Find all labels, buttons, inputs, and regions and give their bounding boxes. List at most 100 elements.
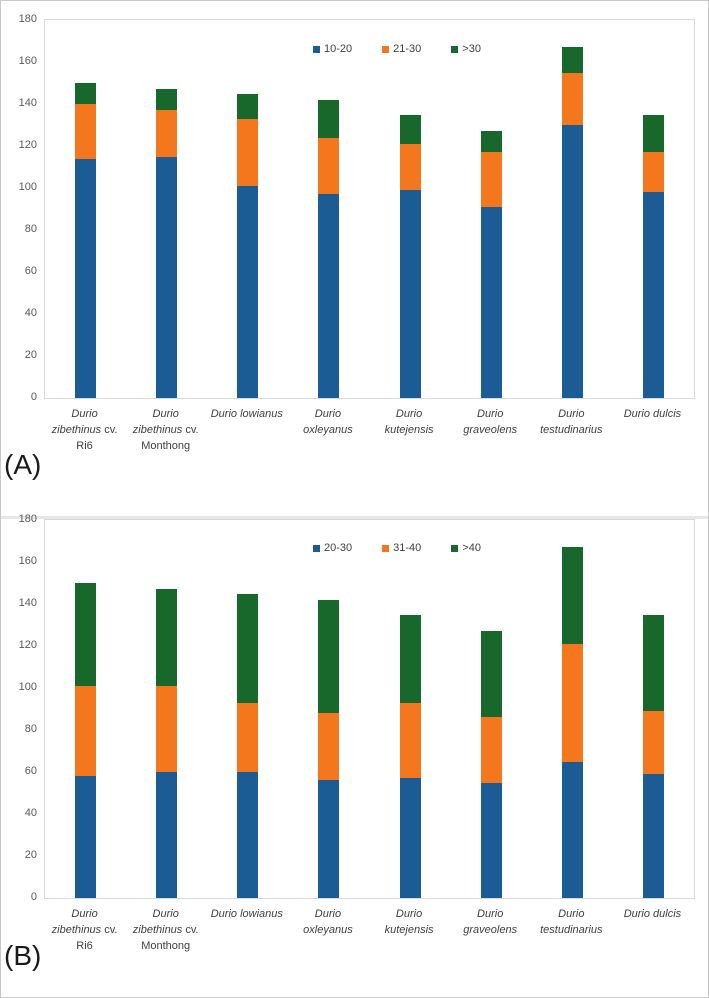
legend-item: >40 (451, 542, 481, 554)
bar-segment (237, 118, 259, 186)
bar-segment (318, 780, 340, 898)
x-axis-category-label: Durio kutejensis (384, 408, 434, 436)
bar-segment (561, 47, 583, 73)
bar-segment (642, 774, 664, 898)
x-axis-category-label: Durio zibethinus cv. Ri6 (51, 908, 118, 952)
y-axis-tick-label: 160 (18, 555, 37, 567)
legend-label: 31-40 (393, 542, 422, 554)
bar-segment (642, 114, 664, 153)
legend-label: >40 (462, 542, 481, 554)
legend-item: 21-30 (382, 43, 421, 55)
legend-swatch-icon (313, 45, 320, 53)
x-axis-category-label: Durio zibethinus cv. Monthong (132, 408, 199, 452)
bar-segment (318, 599, 340, 714)
bar-segment (237, 593, 259, 703)
legend-item: 10-20 (313, 43, 352, 55)
panel-label-b: (B) (4, 940, 42, 971)
legend-swatch-icon (382, 544, 390, 552)
bar-segment (561, 125, 583, 398)
y-axis-tick-label: 100 (18, 681, 37, 693)
bar-segment (561, 72, 583, 125)
bar-segment (642, 614, 664, 712)
bar-segment (156, 110, 178, 157)
legend-item: 31-40 (382, 542, 421, 554)
bar-segment (318, 137, 340, 195)
x-axis-category-label: Durio testudinarius (540, 908, 603, 936)
bar-segment (75, 158, 97, 398)
bar-segment (642, 152, 664, 193)
x-axis-category-label: Durio testudinarius (540, 408, 603, 436)
y-axis-tick-label: 40 (24, 307, 37, 319)
panel-divider (1, 516, 708, 519)
legend-label: 10-20 (324, 43, 353, 55)
bar-segment (156, 685, 178, 772)
y-axis-tick-label: 160 (18, 55, 37, 67)
bar-segment (399, 614, 421, 703)
legend: 10-20 21-30 >30 (313, 43, 481, 55)
bar-segment (480, 131, 502, 153)
y-axis-tick-label: 60 (24, 265, 37, 277)
bar-segment (75, 685, 97, 777)
bar-segment (642, 192, 664, 398)
bar-segment (480, 782, 502, 898)
bar-segment (237, 702, 259, 772)
y-axis-tick-label: 20 (24, 349, 37, 361)
x-axis-category-label: Durio dulcis (623, 408, 682, 420)
bar-segment (237, 185, 259, 398)
y-axis-tick-label: 180 (18, 13, 37, 25)
plot-area (44, 19, 695, 399)
y-axis-tick-label: 140 (18, 97, 37, 109)
y-axis-tick-label: 140 (18, 597, 37, 609)
x-axis-category-label: Durio graveolens (463, 408, 518, 436)
bar-segment (480, 631, 502, 718)
bar-segment (561, 761, 583, 898)
bar-segment (318, 194, 340, 398)
bar-segment (75, 104, 97, 159)
y-axis-tick-label: 80 (24, 223, 37, 235)
bar-segment (399, 114, 421, 144)
x-axis-category-label: Durio oxleyanus (303, 908, 353, 936)
x-axis-category-label: Durio lowianus (210, 408, 283, 420)
legend-label: 20-30 (324, 542, 353, 554)
bar-segment (399, 778, 421, 898)
y-axis-tick-label: 0 (30, 391, 37, 403)
legend-item: >30 (451, 43, 481, 55)
y-axis-tick-label: 180 (18, 513, 37, 525)
x-axis-category-label: Durio kutejensis (384, 908, 434, 936)
y-axis-tick-label: 40 (24, 807, 37, 819)
bar-segment (480, 152, 502, 207)
bar-segment (480, 717, 502, 783)
bar-segment (156, 589, 178, 686)
bar-segment (561, 643, 583, 762)
bar-segment (318, 713, 340, 781)
y-axis-tick-label: 120 (18, 139, 37, 151)
bar-segment (318, 99, 340, 138)
legend: 20-30 31-40 >40 (313, 542, 481, 554)
y-axis-tick-label: 20 (24, 849, 37, 861)
bar-segment (561, 547, 583, 644)
panel-label-a: (A) (4, 449, 42, 480)
plot-area (44, 519, 695, 899)
x-axis-category-label: Durio graveolens (463, 908, 518, 936)
chart-panel-b: (B) 0 20 40 60 80 100 120 140 160 180 20-30 31-40 >4… (1, 513, 708, 997)
legend-label: 21-30 (393, 43, 422, 55)
legend-swatch-icon (382, 45, 390, 53)
legend-label: >30 (462, 43, 481, 55)
bar-segment (480, 206, 502, 398)
x-axis-category-label: Durio dulcis (623, 908, 682, 920)
chart-panel-a: (A) 0 20 40 60 80 100 120 140 160 180 10-20 21-30 >3… (1, 1, 708, 517)
legend-swatch-icon (451, 544, 459, 552)
legend-swatch-icon (451, 45, 459, 53)
bar-segment (642, 711, 664, 775)
x-axis-category-label: Durio lowianus (210, 908, 283, 920)
bar-segment (237, 93, 259, 119)
bar-segment (75, 583, 97, 686)
bar-segment (75, 83, 97, 104)
y-axis-tick-label: 0 (30, 891, 37, 903)
bar-segment (75, 776, 97, 898)
x-axis-category-label: Durio oxleyanus (303, 408, 353, 436)
bar-segment (237, 772, 259, 898)
bar-segment (399, 143, 421, 191)
x-axis-category-label: Durio zibethinus cv. Ri6 (51, 408, 118, 452)
